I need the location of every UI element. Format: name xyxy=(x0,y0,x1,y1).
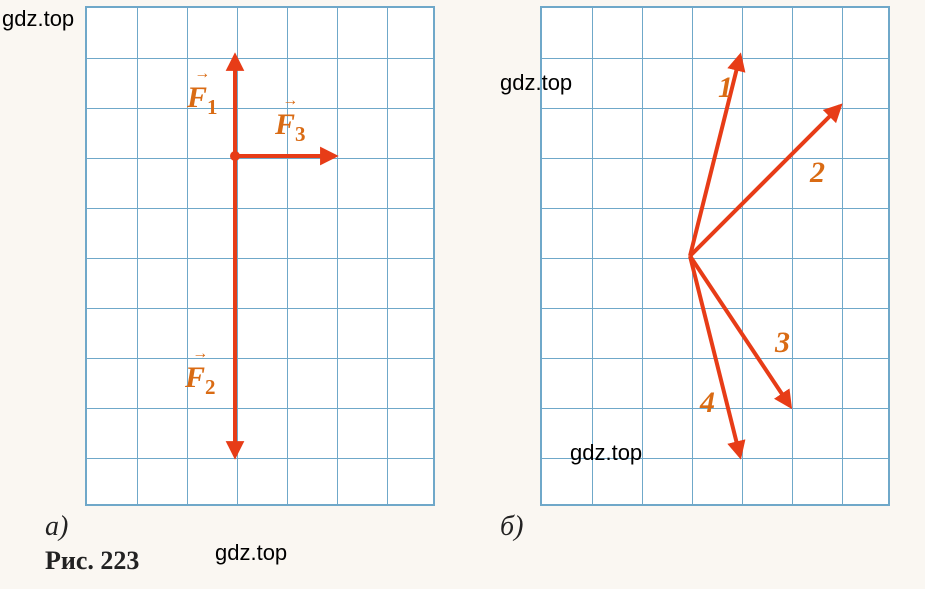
figure-label: Рис. 223 xyxy=(45,546,139,576)
panel-a-label: а) xyxy=(45,511,68,543)
vector-label-v4: 4 xyxy=(700,386,715,420)
vector-label-v2: 2 xyxy=(810,156,825,190)
panel-b-label: б) xyxy=(500,511,523,543)
panel-b: 1 2 3 4 xyxy=(540,6,890,506)
vector-label-v3: 3 xyxy=(775,326,790,360)
panel-a: →F1 →F3 →F2 xyxy=(85,6,435,506)
watermark-3: gdz.top xyxy=(215,540,287,566)
vector-label-F2: →F2 xyxy=(185,361,216,400)
watermark-2: gdz.top xyxy=(570,440,642,466)
vector-label-v1: 1 xyxy=(718,71,733,105)
grid-a xyxy=(85,6,435,506)
page: →F1 →F3 →F2 а) 1 2 3 4 б) Рис. 223 gdz.top gdz… xyxy=(0,0,925,589)
watermark-0: gdz.top xyxy=(2,6,74,32)
watermark-1: gdz.top xyxy=(500,70,572,96)
vector-label-F3: →F3 xyxy=(275,108,306,147)
grid-b xyxy=(540,6,890,506)
vector-label-F1: →F1 xyxy=(187,81,218,120)
